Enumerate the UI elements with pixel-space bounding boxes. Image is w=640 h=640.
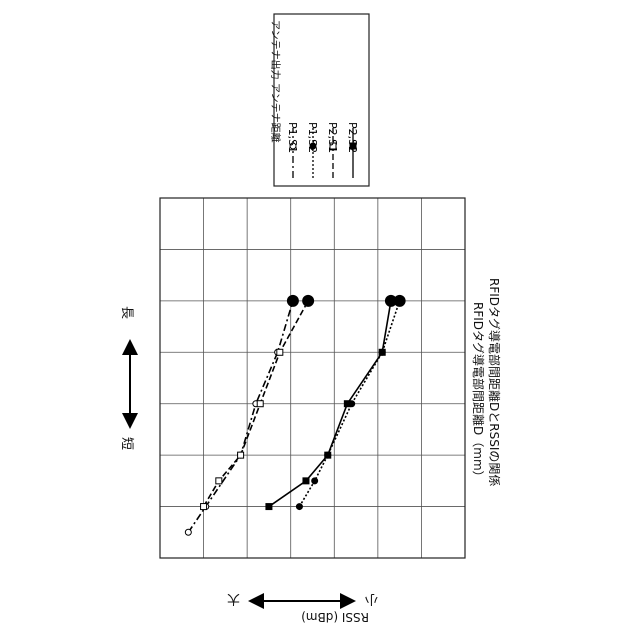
figure-caption: RFIDタグ導電部間距離DとRSSIの関係 (486, 278, 503, 486)
x-direction-long-label: 長 (119, 306, 138, 319)
legend-entry-label: P1,S1 (286, 122, 299, 153)
data-point (296, 504, 302, 510)
series-end-marker (287, 295, 298, 306)
legend-box (274, 14, 369, 186)
data-point (257, 401, 263, 407)
data-point (312, 478, 318, 484)
y-direction-small-label: 小 (365, 591, 378, 610)
y-direction-large-label: 大 (227, 591, 240, 610)
direction-arrows (130, 343, 352, 601)
chart-series (185, 295, 405, 535)
legend-entry-label: P2,S2 (346, 122, 359, 153)
legend-header-distance: アンテナ距離 (269, 83, 284, 143)
data-point (266, 504, 272, 510)
x-direction-short-label: 短 (119, 437, 138, 450)
legend-entry-label: P2,S1 (326, 122, 339, 153)
data-point (277, 349, 283, 355)
data-point (185, 529, 191, 535)
chart-legend: P1,S1 P1,S2 P2,S1 P2,S2 (274, 14, 369, 186)
data-point (238, 452, 244, 458)
data-point (303, 478, 309, 484)
x-axis-label: RFIDタグ導電部間距離D（mm） (470, 302, 487, 483)
series-end-marker (303, 295, 314, 306)
series-line (188, 301, 293, 532)
data-point (344, 401, 350, 407)
series-p1-s1 (185, 295, 298, 535)
series-end-marker (385, 295, 396, 306)
series-p2-s1 (201, 295, 314, 509)
data-point (201, 504, 207, 510)
legend-header-power: アンテナ出力 (269, 20, 284, 80)
y-axis-label: RSSI (dBm) (301, 610, 369, 624)
data-point (325, 452, 331, 458)
legend-entry-label: P1,S2 (306, 122, 319, 153)
data-point (379, 349, 385, 355)
data-point (216, 478, 222, 484)
